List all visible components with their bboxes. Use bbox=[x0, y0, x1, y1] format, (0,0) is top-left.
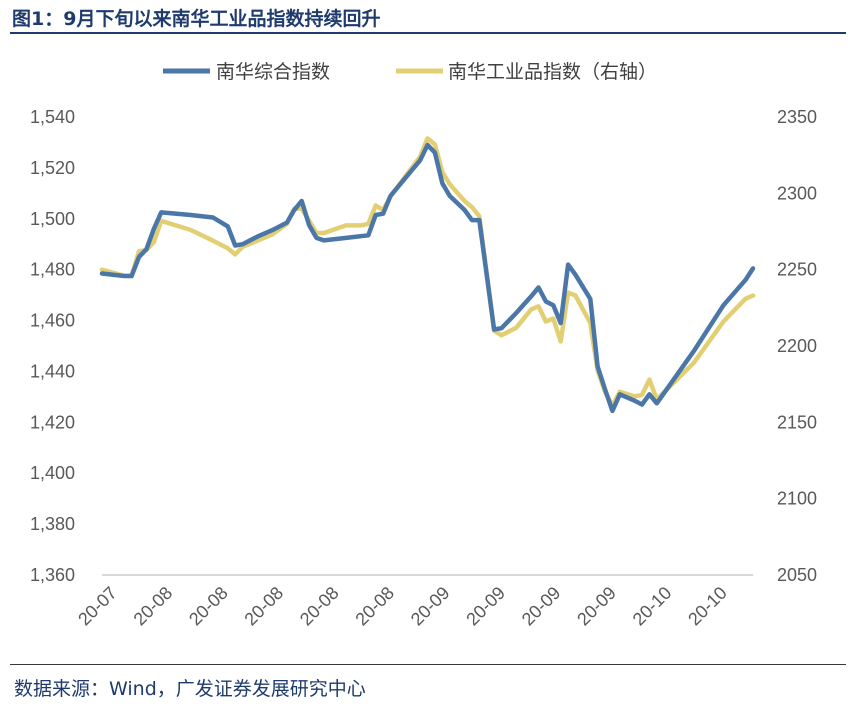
x-tick-label: 20-10 bbox=[629, 583, 676, 630]
y-right-tick-label: 2350 bbox=[777, 107, 817, 127]
x-tick-label: 20-07 bbox=[74, 583, 121, 630]
x-tick-label: 20-09 bbox=[462, 583, 509, 630]
x-tick-label: 20-08 bbox=[130, 583, 177, 630]
y-right-tick-label: 2100 bbox=[777, 489, 817, 509]
y-left-tick-label: 1,380 bbox=[30, 514, 75, 534]
x-tick-label: 20-08 bbox=[351, 583, 398, 630]
y-right-tick-label: 2250 bbox=[777, 260, 817, 280]
y-right-tick-label: 2200 bbox=[777, 336, 817, 356]
y-left-tick-label: 1,420 bbox=[30, 412, 75, 432]
figure-title: 图1：9月下旬以来南华工业品指数持续回升 bbox=[12, 8, 381, 30]
legend-label-series-1: 南华综合指数 bbox=[216, 61, 330, 83]
axes: 1,540 1,520 1,500 1,480 1,460 1,440 1,420 1,400… bbox=[30, 107, 817, 629]
source-note: 数据来源：Wind，广发证券发展研究中心 bbox=[14, 678, 366, 700]
y-left-tick-label: 1,440 bbox=[30, 361, 75, 381]
y-left-tick-label: 1,500 bbox=[30, 209, 75, 229]
x-tick-label: 20-08 bbox=[296, 583, 343, 630]
y-right-tick-label: 2300 bbox=[777, 183, 817, 203]
y-left-tick-label: 1,540 bbox=[30, 107, 75, 127]
x-tick-label: 20-10 bbox=[684, 583, 731, 630]
x-tick-label: 20-08 bbox=[185, 583, 232, 630]
x-tick-label: 20-09 bbox=[407, 583, 454, 630]
legend-label-series-2: 南华工业品指数（右轴） bbox=[448, 61, 657, 83]
x-tick-label: 20-09 bbox=[573, 583, 620, 630]
y-right-tick-label: 2150 bbox=[777, 412, 817, 432]
y-left-tick-label: 1,400 bbox=[30, 463, 75, 483]
y-left-tick-label: 1,360 bbox=[30, 565, 75, 585]
legend: 南华综合指数 南华工业品指数（右轴） bbox=[163, 61, 657, 83]
x-tick-label: 20-08 bbox=[240, 583, 287, 630]
series-line-composite-index bbox=[99, 142, 756, 414]
y-left-tick-label: 1,460 bbox=[30, 311, 75, 331]
series-lines bbox=[99, 136, 756, 414]
y-left-tick-label: 1,480 bbox=[30, 260, 75, 280]
title-divider bbox=[10, 32, 846, 34]
x-tick-label: 20-09 bbox=[518, 583, 565, 630]
footer-divider bbox=[10, 664, 846, 665]
series-line-industrial-index bbox=[99, 136, 756, 408]
y-left-tick-label: 1,520 bbox=[30, 158, 75, 178]
y-right-tick-label: 2050 bbox=[777, 565, 817, 585]
